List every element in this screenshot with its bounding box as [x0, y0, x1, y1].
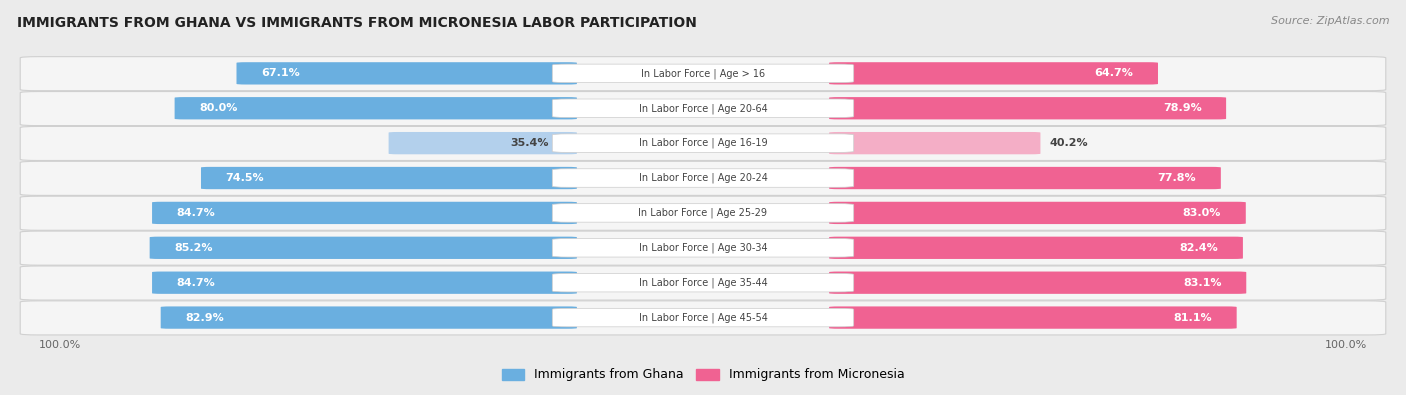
FancyBboxPatch shape [553, 99, 853, 117]
FancyBboxPatch shape [20, 266, 1386, 300]
FancyBboxPatch shape [553, 204, 853, 222]
Text: In Labor Force | Age > 16: In Labor Force | Age > 16 [641, 68, 765, 79]
Text: IMMIGRANTS FROM GHANA VS IMMIGRANTS FROM MICRONESIA LABOR PARTICIPATION: IMMIGRANTS FROM GHANA VS IMMIGRANTS FROM… [17, 16, 697, 30]
Text: Source: ZipAtlas.com: Source: ZipAtlas.com [1271, 16, 1389, 26]
Text: 35.4%: 35.4% [510, 138, 550, 148]
FancyBboxPatch shape [553, 169, 853, 187]
Text: 82.4%: 82.4% [1180, 243, 1219, 253]
FancyBboxPatch shape [174, 97, 576, 119]
FancyBboxPatch shape [830, 167, 1220, 189]
Text: 83.1%: 83.1% [1184, 278, 1222, 288]
Text: 100.0%: 100.0% [1324, 340, 1367, 350]
Text: 78.9%: 78.9% [1163, 103, 1202, 113]
FancyBboxPatch shape [152, 202, 576, 224]
FancyBboxPatch shape [20, 196, 1386, 230]
Text: 84.7%: 84.7% [177, 208, 215, 218]
FancyBboxPatch shape [830, 62, 1159, 85]
Text: 67.1%: 67.1% [262, 68, 299, 78]
Text: 83.0%: 83.0% [1182, 208, 1222, 218]
FancyBboxPatch shape [152, 271, 576, 294]
Text: In Labor Force | Age 16-19: In Labor Force | Age 16-19 [638, 138, 768, 149]
FancyBboxPatch shape [830, 97, 1226, 119]
Text: In Labor Force | Age 25-29: In Labor Force | Age 25-29 [638, 208, 768, 218]
FancyBboxPatch shape [830, 271, 1246, 294]
Text: 77.8%: 77.8% [1157, 173, 1197, 183]
Text: 80.0%: 80.0% [200, 103, 238, 113]
FancyBboxPatch shape [20, 126, 1386, 160]
Text: 40.2%: 40.2% [1050, 138, 1088, 148]
Text: 81.1%: 81.1% [1174, 312, 1212, 323]
FancyBboxPatch shape [20, 231, 1386, 265]
Text: 82.9%: 82.9% [186, 312, 224, 323]
Text: In Labor Force | Age 20-64: In Labor Force | Age 20-64 [638, 103, 768, 113]
FancyBboxPatch shape [553, 239, 853, 257]
FancyBboxPatch shape [553, 273, 853, 292]
FancyBboxPatch shape [388, 132, 576, 154]
Text: In Labor Force | Age 35-44: In Labor Force | Age 35-44 [638, 277, 768, 288]
Text: 84.7%: 84.7% [177, 278, 215, 288]
FancyBboxPatch shape [236, 62, 576, 85]
FancyBboxPatch shape [553, 308, 853, 327]
FancyBboxPatch shape [553, 134, 853, 152]
Text: 85.2%: 85.2% [174, 243, 212, 253]
FancyBboxPatch shape [830, 132, 1040, 154]
FancyBboxPatch shape [160, 307, 576, 329]
FancyBboxPatch shape [20, 56, 1386, 91]
FancyBboxPatch shape [20, 301, 1386, 335]
FancyBboxPatch shape [149, 237, 576, 259]
Text: 64.7%: 64.7% [1094, 68, 1133, 78]
Text: In Labor Force | Age 30-34: In Labor Force | Age 30-34 [638, 243, 768, 253]
FancyBboxPatch shape [201, 167, 576, 189]
FancyBboxPatch shape [553, 64, 853, 83]
Text: 74.5%: 74.5% [225, 173, 264, 183]
FancyBboxPatch shape [830, 307, 1237, 329]
Text: 100.0%: 100.0% [38, 340, 82, 350]
FancyBboxPatch shape [20, 161, 1386, 196]
Text: In Labor Force | Age 20-24: In Labor Force | Age 20-24 [638, 173, 768, 183]
Legend: Immigrants from Ghana, Immigrants from Micronesia: Immigrants from Ghana, Immigrants from M… [496, 363, 910, 386]
Text: In Labor Force | Age 45-54: In Labor Force | Age 45-54 [638, 312, 768, 323]
FancyBboxPatch shape [830, 202, 1246, 224]
FancyBboxPatch shape [830, 237, 1243, 259]
FancyBboxPatch shape [20, 92, 1386, 126]
